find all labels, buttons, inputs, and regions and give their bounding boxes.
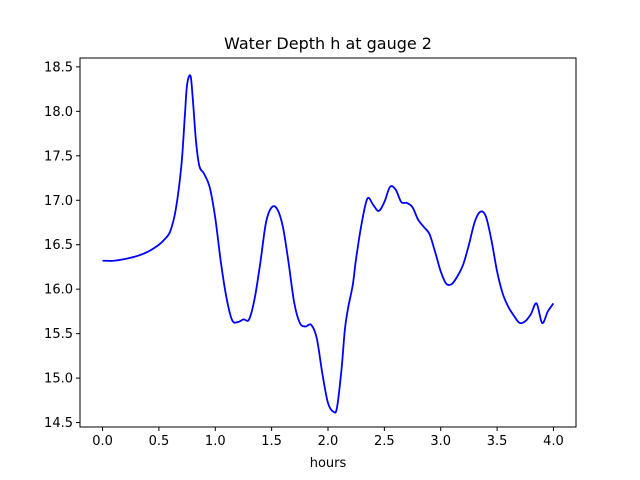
y-tick-label: 16.0 — [44, 283, 73, 298]
x-tick-label: 2.0 — [318, 434, 339, 449]
y-tick-label: 15.0 — [44, 372, 73, 387]
x-tick-label: 4.0 — [543, 434, 564, 449]
y-tick-label: 18.5 — [44, 60, 73, 75]
x-axis: 0.0 0.5 1.0 1.5 2.0 2.5 3.0 3.5 4.0 — [92, 427, 564, 449]
x-tick-label: 3.5 — [487, 434, 508, 449]
plot-frame — [79, 57, 577, 428]
x-tick-label: 1.5 — [261, 434, 282, 449]
chart-title: Water Depth h at gauge 2 — [224, 34, 432, 53]
y-axis: 14.5 15.0 15.5 16.0 16.5 17.0 17.5 18.0 18.5 — [44, 60, 80, 431]
x-tick-label: 0.0 — [92, 434, 113, 449]
series-line — [102, 74, 555, 414]
y-tick-label: 17.0 — [44, 194, 73, 209]
y-tick-label: 18.0 — [44, 105, 73, 120]
y-tick-label: 15.5 — [44, 327, 73, 342]
x-tick-label: 3.0 — [430, 434, 451, 449]
y-tick-label: 14.5 — [44, 416, 73, 431]
y-tick-label: 17.5 — [44, 149, 73, 164]
series-group — [102, 74, 555, 414]
x-axis-label: hours — [310, 456, 347, 471]
y-tick-label: 16.5 — [44, 238, 73, 253]
x-tick-label: 2.5 — [374, 434, 395, 449]
x-tick-label: 0.5 — [149, 434, 170, 449]
plot-area — [80, 58, 576, 427]
x-tick-label: 1.0 — [205, 434, 226, 449]
